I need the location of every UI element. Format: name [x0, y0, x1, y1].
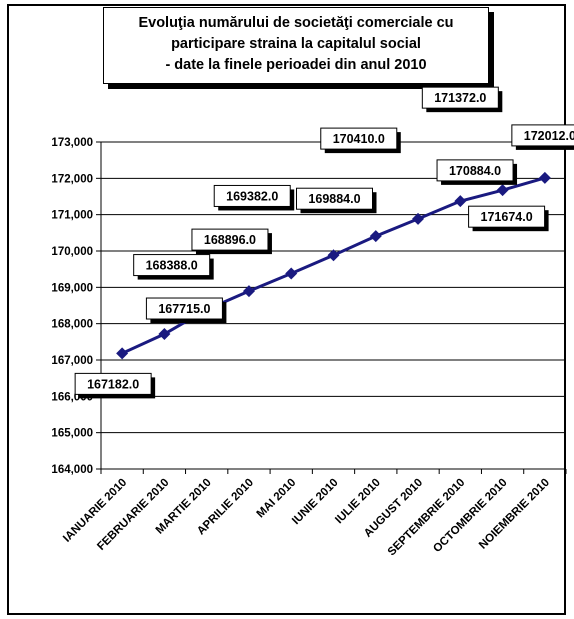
data-point	[496, 184, 509, 197]
data-label-box	[191, 228, 269, 251]
data-label: 172012.0	[524, 129, 574, 143]
y-tick-label: 173,000	[51, 137, 93, 149]
data-label-box	[468, 205, 546, 228]
y-tick-label: 171,000	[51, 210, 93, 222]
y-tick-label: 165,000	[51, 428, 93, 440]
data-label-box	[421, 86, 499, 109]
data-point	[116, 347, 129, 360]
chart-title-box: Evoluţia numărului de societăţi comercia…	[103, 7, 489, 84]
data-point	[369, 230, 382, 243]
data-label-box	[145, 297, 223, 320]
y-tick-label: 172,000	[51, 173, 93, 185]
data-label: 167715.0	[158, 302, 210, 316]
y-tick-label: 169,000	[51, 282, 93, 294]
x-tick-label: MAI 2010	[255, 477, 299, 521]
x-tick-label: OCTOMBRIE 2010	[431, 477, 509, 555]
x-tick-label: NOIEMBRIE 2010	[477, 477, 552, 552]
x-tick-label: IUNIE 2010	[290, 477, 341, 528]
data-label: 168896.0	[204, 233, 256, 247]
data-label-box	[296, 187, 373, 210]
x-tick-label: FEBRUARIE 2010	[95, 477, 171, 553]
chart-title-line-2: participare straina la capitalul social	[171, 36, 421, 52]
data-label: 167182.0	[87, 377, 139, 391]
data-label-box	[213, 184, 291, 207]
data-label: 169382.0	[226, 189, 278, 203]
data-label: 168388.0	[146, 259, 198, 273]
data-label-box	[74, 372, 152, 395]
data-label: 171372.0	[434, 91, 486, 105]
y-tick-label: 170,000	[51, 246, 93, 258]
y-tick-label: 168,000	[51, 319, 93, 331]
data-point	[158, 328, 171, 341]
data-label-box	[436, 159, 514, 182]
data-label: 170884.0	[449, 164, 501, 178]
data-point	[242, 285, 255, 298]
data-point	[285, 267, 298, 280]
x-tick-label: SEPTEMBRIE 2010	[386, 477, 468, 559]
data-label-box	[320, 127, 398, 150]
data-label-box	[511, 124, 574, 147]
data-point	[327, 249, 340, 262]
chart-title-line-1: Evoluţia numărului de societăţi comercia…	[138, 15, 454, 31]
chart-title-line-3: - date la finele perioadei din anul 2010	[165, 57, 427, 73]
data-label-box	[133, 254, 211, 277]
y-tick-label: 164,000	[51, 464, 93, 476]
data-label: 170410.0	[333, 132, 385, 146]
data-label: 171674.0	[481, 210, 533, 224]
data-point	[454, 195, 467, 208]
y-tick-label: 167,000	[51, 355, 93, 367]
data-label: 169884.0	[308, 192, 360, 206]
data-point	[412, 212, 425, 225]
data-point	[538, 171, 551, 184]
